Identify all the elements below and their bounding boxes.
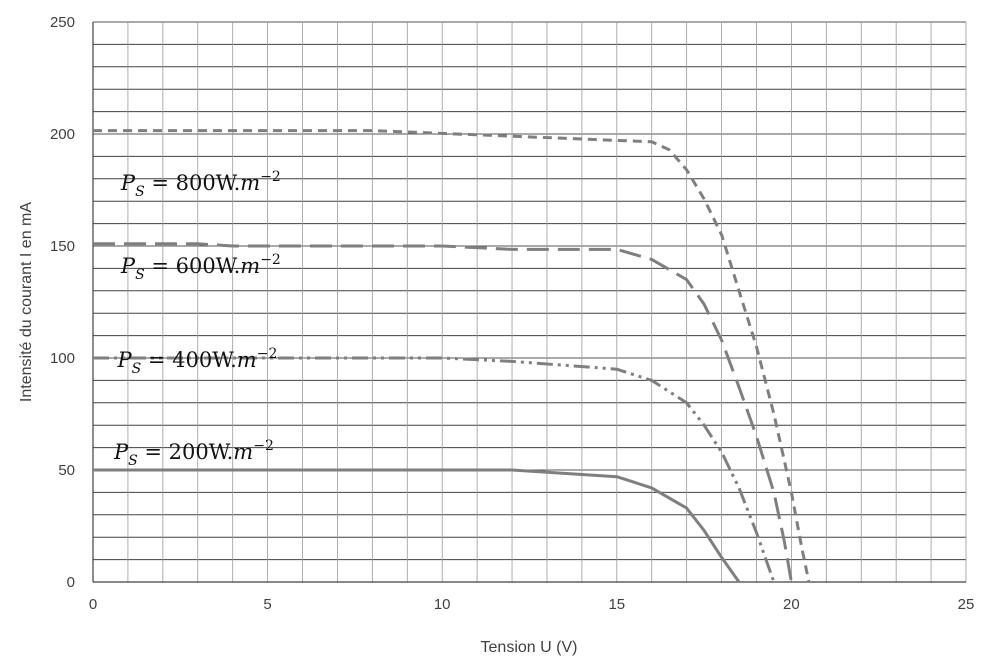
series-line-2 <box>93 242 793 583</box>
x-axis-ticks: 0 5 10 15 20 25 <box>89 596 975 613</box>
x-tick-label: 10 <box>434 596 451 613</box>
series-line-3 <box>93 356 776 583</box>
y-tick-label: 0 <box>67 574 75 591</box>
series-label-3: PS = 400W.m−2 <box>116 346 277 377</box>
series-line-1 <box>93 129 811 583</box>
series-group <box>93 129 811 583</box>
y-tick-label: 150 <box>50 238 75 255</box>
grid-lines <box>92 21 967 583</box>
y-tick-label: 50 <box>58 462 75 479</box>
x-tick-label: 20 <box>783 596 800 613</box>
series-label-1: PS = 800W.m−2 <box>120 169 281 200</box>
x-tick-label: 0 <box>89 596 97 613</box>
x-tick-label: 25 <box>958 596 975 613</box>
series-label-4: PS = 200W.m−2 <box>113 438 274 469</box>
x-tick-label: 15 <box>608 596 625 613</box>
series-line-4 <box>93 468 741 583</box>
y-axis-title: Intensité du courant I en mA <box>18 202 35 402</box>
x-tick-label: 5 <box>263 596 271 613</box>
series-label-2: PS = 600W.m−2 <box>120 252 281 283</box>
y-tick-label: 200 <box>50 126 75 143</box>
x-axis-title: Tension U (V) <box>481 639 578 656</box>
series-labels: PS = 800W.m−2 PS = 600W.m−2 PS = 400W.m−2 P… <box>113 169 281 469</box>
y-tick-label: 250 <box>50 14 75 31</box>
y-axis-ticks: 0 50 100 150 200 250 <box>50 14 75 591</box>
y-tick-label: 100 <box>50 350 75 367</box>
